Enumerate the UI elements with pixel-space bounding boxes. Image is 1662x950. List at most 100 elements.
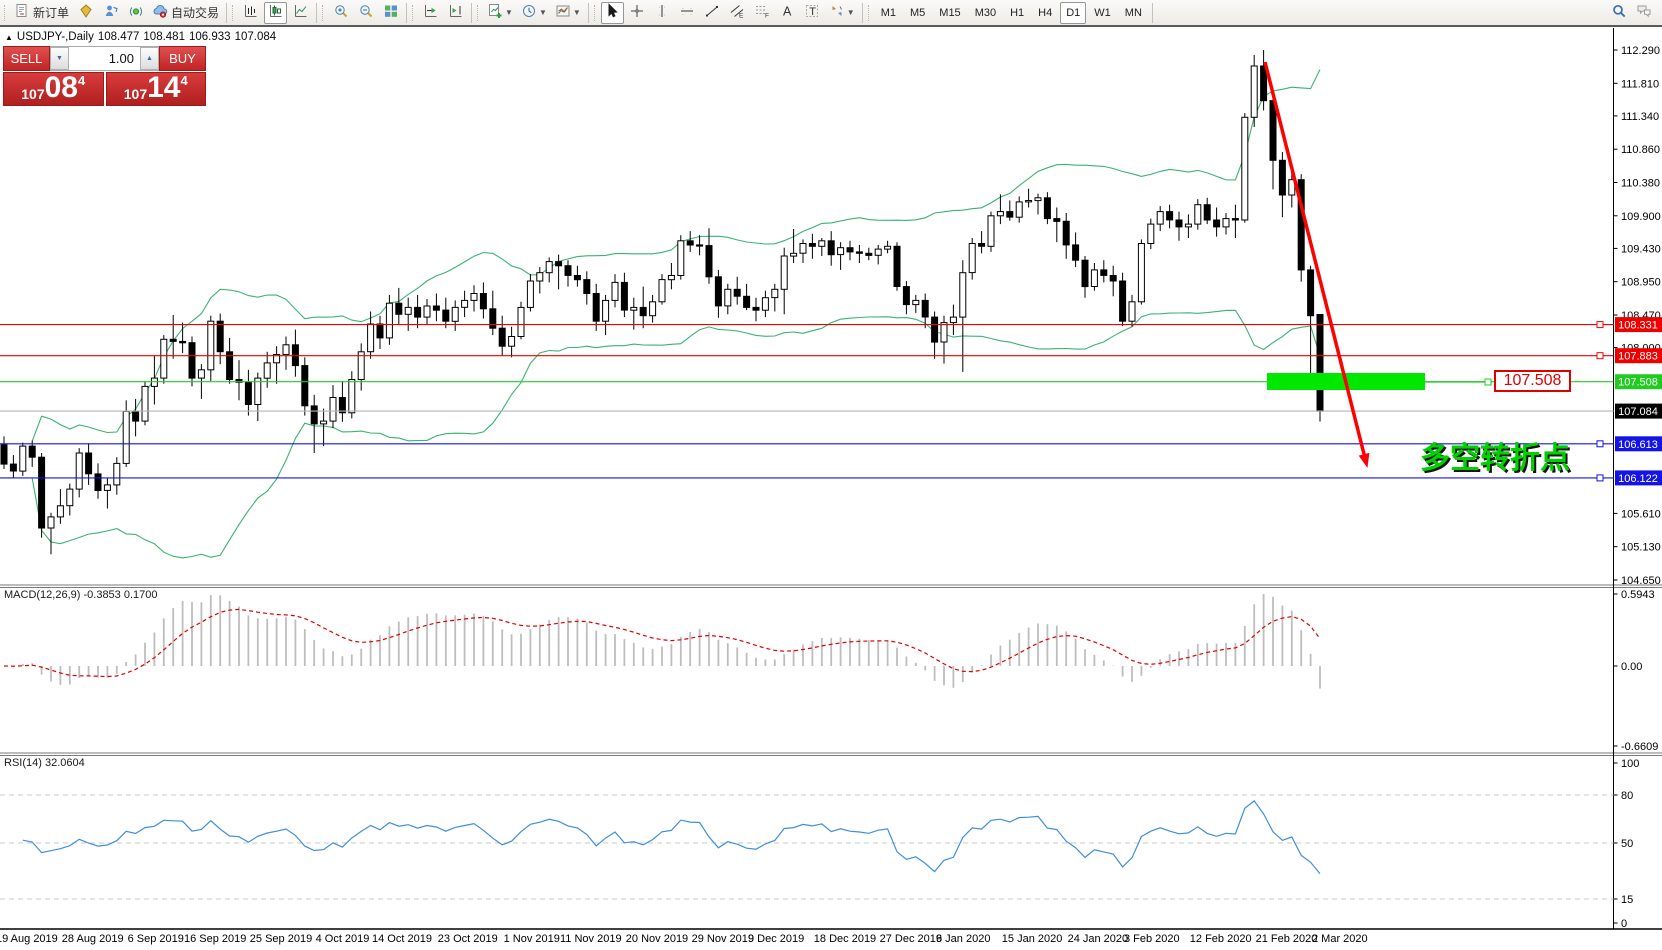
autotrading-icon [152, 3, 168, 22]
trendline-button[interactable] [701, 2, 724, 24]
svg-text:15 Jan 2020: 15 Jan 2020 [1002, 933, 1063, 945]
new-chart-icon [487, 3, 503, 22]
channel-button[interactable]: E [726, 2, 749, 24]
metaeditor-button[interactable] [74, 2, 97, 24]
search-icon [1611, 3, 1627, 22]
toolbar-group-handle [477, 4, 481, 21]
signals-icon [128, 3, 144, 22]
new-order-button[interactable]: 新订单 [11, 2, 72, 24]
zoom-out-button[interactable] [354, 2, 377, 24]
autotrading-button[interactable]: 自动交易 [149, 2, 222, 24]
svg-text:F: F [765, 13, 769, 20]
svg-text:29 Nov 2019: 29 Nov 2019 [692, 933, 754, 945]
zoom-in-button[interactable] [329, 2, 352, 24]
timeframe-m30-button[interactable]: M30 [974, 6, 997, 19]
tiles-icon [383, 3, 399, 22]
macd-indicator-label: MACD(12,26,9) -0.3853 0.1700 [4, 589, 158, 601]
periods-button[interactable]: ▼ [518, 2, 550, 24]
sell-price-display[interactable]: 107 08 4 [3, 72, 104, 106]
bars-icon [243, 3, 259, 22]
buy-price-display[interactable]: 107 14 4 [105, 71, 206, 106]
svg-text:107.508: 107.508 [1618, 377, 1658, 389]
chat-icon [1636, 3, 1652, 22]
timeframe-h4-button[interactable]: H4 [1038, 6, 1053, 19]
timeframe-mn-button[interactable]: MN [1124, 6, 1142, 19]
templates-button[interactable]: ▼ [552, 2, 584, 24]
buy-price-big: 14 [147, 71, 181, 104]
timeframe-m5-button[interactable]: M5 [910, 6, 926, 19]
dropdown-caret-icon: ▼ [572, 8, 581, 17]
svg-text:112.290: 112.290 [1621, 45, 1660, 57]
crosshair-button[interactable] [626, 2, 649, 24]
svg-text:106.613: 106.613 [1618, 439, 1658, 451]
svg-text:16 Sep 2019: 16 Sep 2019 [184, 933, 246, 945]
hline-button[interactable] [676, 2, 699, 24]
svg-text:A: A [783, 5, 792, 19]
vline-button[interactable] [651, 2, 674, 24]
toolbar-separator [471, 2, 473, 23]
svg-text:80: 80 [1621, 790, 1633, 802]
line-chart-button[interactable] [289, 2, 312, 24]
fibo-icon: F [754, 3, 770, 22]
toolbar-separator [406, 2, 408, 23]
toolbar-separator [587, 2, 589, 23]
svg-text:11 Nov 2019: 11 Nov 2019 [560, 933, 622, 945]
volume-input[interactable] [69, 47, 140, 70]
svg-text:28 Aug 2019: 28 Aug 2019 [62, 933, 124, 945]
chart-shift-button[interactable] [444, 2, 467, 24]
market-button[interactable] [99, 2, 122, 24]
sell-button[interactable]: SELL [3, 46, 50, 71]
timeframe-m15-button[interactable]: M15 [939, 6, 961, 19]
svg-text:111.810: 111.810 [1621, 78, 1659, 90]
candles-icon [268, 3, 284, 22]
svg-text:14 Oct 2019: 14 Oct 2019 [372, 933, 432, 945]
timeframe-d1-button[interactable]: D1 [1060, 1, 1087, 24]
channel-icon: E [729, 3, 745, 22]
text-a-icon: A [779, 3, 795, 22]
auto-scroll-button[interactable] [419, 2, 442, 24]
svg-text:18 Dec 2019: 18 Dec 2019 [814, 933, 876, 945]
svg-text:19 Aug 2019: 19 Aug 2019 [0, 933, 58, 945]
search-button[interactable] [1607, 2, 1630, 24]
price-level-label[interactable]: 107.508 [1494, 370, 1571, 392]
pivot-annotation-text[interactable]: 多空转折点 [1420, 442, 1570, 475]
zoom-in-icon [333, 3, 349, 22]
arrows-button[interactable]: ▼ [826, 2, 858, 24]
candlestick-button[interactable] [264, 1, 288, 24]
svg-text:4 Oct 2019: 4 Oct 2019 [316, 933, 370, 945]
toolbar-group-handle [4, 4, 8, 21]
dropdown-caret-icon: ▼ [505, 8, 513, 17]
svg-text:1 Nov 2019: 1 Nov 2019 [504, 933, 560, 945]
new-chart-button[interactable]: ▼ [484, 2, 516, 24]
svg-text:24 Jan 2020: 24 Jan 2020 [1068, 933, 1129, 945]
fibonacci-button[interactable]: F [751, 2, 774, 24]
timeframe-h1-button[interactable]: H1 [1010, 6, 1025, 19]
svg-text:20 Nov 2019: 20 Nov 2019 [626, 933, 688, 945]
svg-text:0.5943: 0.5943 [1621, 589, 1655, 601]
svg-text:-0.6609: -0.6609 [1621, 741, 1658, 753]
label-button[interactable]: T [801, 2, 824, 24]
buy-button[interactable]: BUY [159, 46, 206, 71]
svg-text:104.650: 104.650 [1621, 575, 1661, 587]
svg-text:6 Jan 2020: 6 Jan 2020 [936, 933, 990, 945]
volume-decrease-button[interactable]: ▼ [50, 47, 69, 70]
cursor-button[interactable] [600, 1, 624, 24]
svg-text:108.331: 108.331 [1618, 320, 1658, 332]
timeframe-w1-button[interactable]: W1 [1094, 6, 1111, 19]
svg-text:6 Sep 2019: 6 Sep 2019 [128, 933, 184, 945]
text-button[interactable]: A [776, 2, 799, 24]
toolbar-separator [861, 2, 863, 23]
tile-windows-button[interactable] [379, 2, 402, 24]
volume-increase-button[interactable]: ▲ [140, 47, 159, 70]
toolbar-group-handle [412, 4, 416, 21]
bar-chart-button[interactable] [239, 2, 262, 24]
svg-text:107.084: 107.084 [1618, 406, 1658, 418]
signals-button[interactable] [124, 2, 147, 24]
svg-text:107.883: 107.883 [1618, 351, 1658, 363]
hline-icon [679, 3, 695, 22]
chat-button[interactable] [1632, 2, 1655, 24]
ohlc-high: 108.481 [143, 31, 185, 43]
timeframe-m1-button[interactable]: M1 [880, 6, 896, 19]
